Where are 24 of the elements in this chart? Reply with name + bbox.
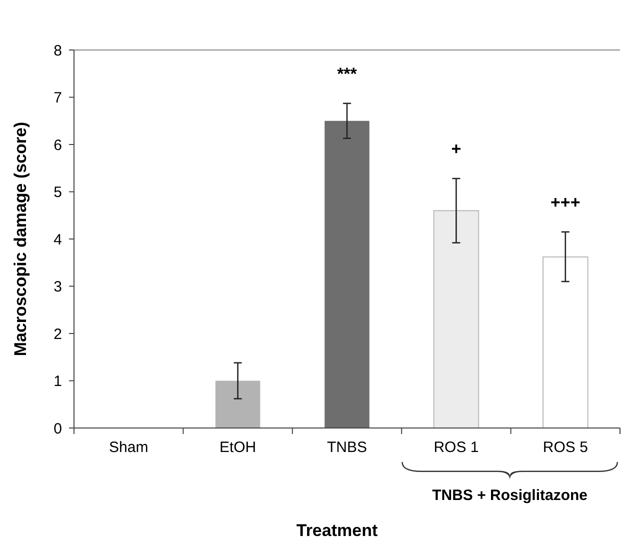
bar	[433, 210, 480, 428]
bar	[215, 380, 260, 428]
x-tick-label: Sham	[109, 439, 148, 456]
y-tick-label: 8	[54, 42, 62, 60]
y-tick-label: 3	[54, 278, 62, 296]
x-axis-title: Treatment	[296, 521, 378, 540]
y-tick-label: 1	[54, 373, 62, 390]
y-axis-title: Macroscopic damage (score)	[11, 122, 30, 356]
y-tick-label: 4	[54, 231, 62, 248]
y-tick-label: 2	[54, 326, 62, 343]
text: TNBS + Rosiglitazone	[432, 487, 588, 504]
x-tick-label: TNBS	[326, 439, 368, 456]
x-tick-label: EtOH	[219, 439, 256, 456]
x-tick-label: ROS 5	[542, 439, 588, 456]
bar	[324, 120, 370, 428]
y-tick-label: 0	[54, 420, 62, 438]
annotation: +	[451, 139, 462, 158]
x-tick-label: ROS 1	[434, 439, 479, 456]
y-tick-label: 6	[54, 136, 62, 154]
annotation: +++	[550, 192, 580, 212]
annotation: ***	[337, 64, 358, 84]
bar	[542, 256, 588, 428]
y-tick-label: 7	[54, 90, 62, 106]
y-tick-label: 5	[54, 184, 62, 201]
